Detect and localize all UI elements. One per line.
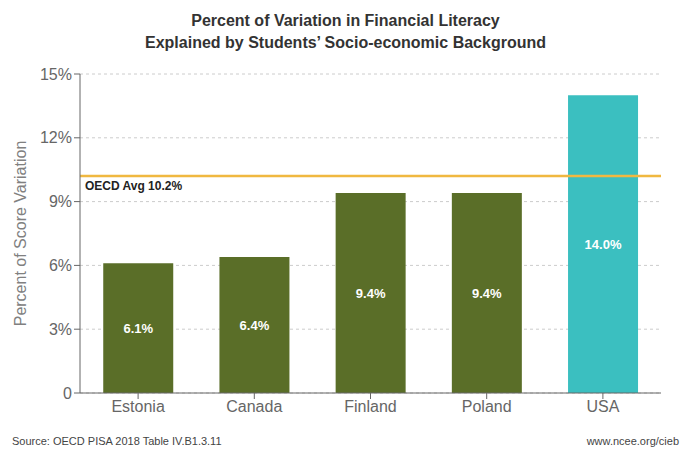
svg-text:Percent of Score Variation: Percent of Score Variation bbox=[12, 141, 29, 327]
html-text:Source: OECD PISA 2018 Table I: Source: OECD PISA 2018 Table IV.B1.3.11 bbox=[12, 435, 222, 447]
svg-text:Estonia: Estonia bbox=[111, 398, 164, 415]
svg-text:3%: 3% bbox=[49, 321, 72, 338]
html-text:Explained by Students’ Socio-e: Explained by Students’ Socio-economic Ba… bbox=[145, 34, 546, 51]
svg-text:14.0%: 14.0% bbox=[585, 237, 622, 252]
svg-text:0: 0 bbox=[63, 385, 72, 402]
svg-text:USA: USA bbox=[586, 398, 619, 415]
svg-text:6.4%: 6.4% bbox=[240, 318, 270, 333]
svg-text:Poland: Poland bbox=[462, 398, 512, 415]
svg-text:OECD Avg 10.2%: OECD Avg 10.2% bbox=[85, 179, 182, 193]
svg-text:6%: 6% bbox=[49, 257, 72, 274]
svg-text:9.4%: 9.4% bbox=[472, 286, 502, 301]
svg-text:6.1%: 6.1% bbox=[123, 321, 153, 336]
html-text:www.ncee.org/cieb: www.ncee.org/cieb bbox=[586, 435, 679, 447]
svg-text:9%: 9% bbox=[49, 193, 72, 210]
svg-text:Finland: Finland bbox=[344, 398, 396, 415]
svg-text:Canada: Canada bbox=[226, 398, 282, 415]
svg-text:15%: 15% bbox=[40, 66, 72, 83]
svg-text:9.4%: 9.4% bbox=[356, 286, 386, 301]
svg-text:12%: 12% bbox=[40, 129, 72, 146]
html-text:Percent of Variation in Financ: Percent of Variation in Financial Litera… bbox=[191, 12, 500, 29]
